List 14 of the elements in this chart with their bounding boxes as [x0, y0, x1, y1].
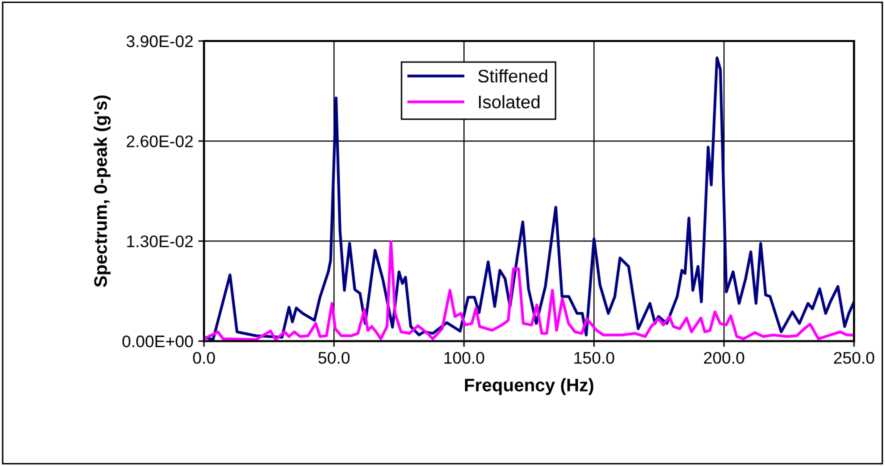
y-tick-label: 0.00E+00 [122, 336, 193, 348]
y-axis-title: Spectrum, 0-peak (g's) [94, 95, 111, 287]
x-tick-label: 250.0 [834, 352, 874, 364]
y-tick-label: 3.90E-02 [126, 35, 193, 48]
legend-label: Isolated [479, 95, 540, 108]
x-tick-label: 100.0 [444, 352, 484, 364]
x-tick-label: 0.0 [193, 352, 215, 364]
x-tick-label: 150.0 [574, 352, 614, 364]
y-tick-label: 1.30E-02 [127, 235, 193, 248]
y-tick-label: 2.60E-02 [126, 135, 193, 148]
legend-label: Stiffened [478, 69, 548, 83]
x-tick-label: 50.0 [318, 352, 350, 364]
x-tick-label: 200.0 [704, 352, 744, 364]
x-axis-title: Frequency (Hz) [465, 378, 594, 396]
